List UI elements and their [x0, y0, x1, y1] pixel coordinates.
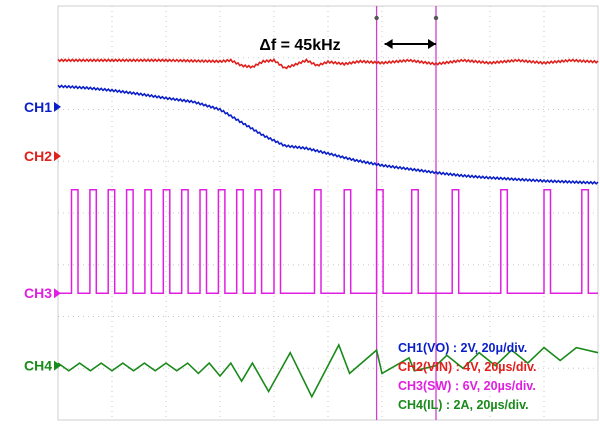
- cursor-marker-2: [433, 15, 439, 21]
- channel-marker-ch4: [54, 360, 61, 371]
- channel-marker-ch3: [54, 288, 61, 299]
- cursor-marker-1: [374, 15, 379, 21]
- legend-ch2: CH2(VIN) : 4V, 20µs/div.: [398, 360, 537, 374]
- channel-marker-ch1: [54, 101, 61, 112]
- legend-ch1: CH1(VO) : 2V, 20μ/div.: [398, 341, 527, 355]
- legend-ch4: CH4(IL) : 2A, 20µs/div.: [398, 398, 529, 412]
- traces: [57, 6, 599, 420]
- delta-f-annotation: Δf = 45kHz: [259, 37, 340, 54]
- legend: CH1(VO) : 2V, 20μ/div. CH2(VIN) : 4V, 20…: [398, 341, 537, 412]
- channel-marker-ch2: [54, 151, 61, 162]
- channel-label-ch4: CH4: [24, 358, 52, 374]
- channel-label-ch2: CH2: [24, 148, 52, 164]
- channel-label-ch3: CH3: [24, 285, 52, 301]
- trace-ch2: [57, 57, 599, 70]
- channel-markers: CH1 CH2 CH3 CH4: [24, 99, 61, 374]
- trace-ch1: [57, 84, 599, 185]
- legend-ch3: CH3(SW) : 6V, 20µs/div.: [398, 379, 536, 393]
- trace-ch4: [57, 343, 599, 399]
- channel-label-ch1: CH1: [24, 99, 52, 115]
- trace-ch3: [58, 188, 598, 294]
